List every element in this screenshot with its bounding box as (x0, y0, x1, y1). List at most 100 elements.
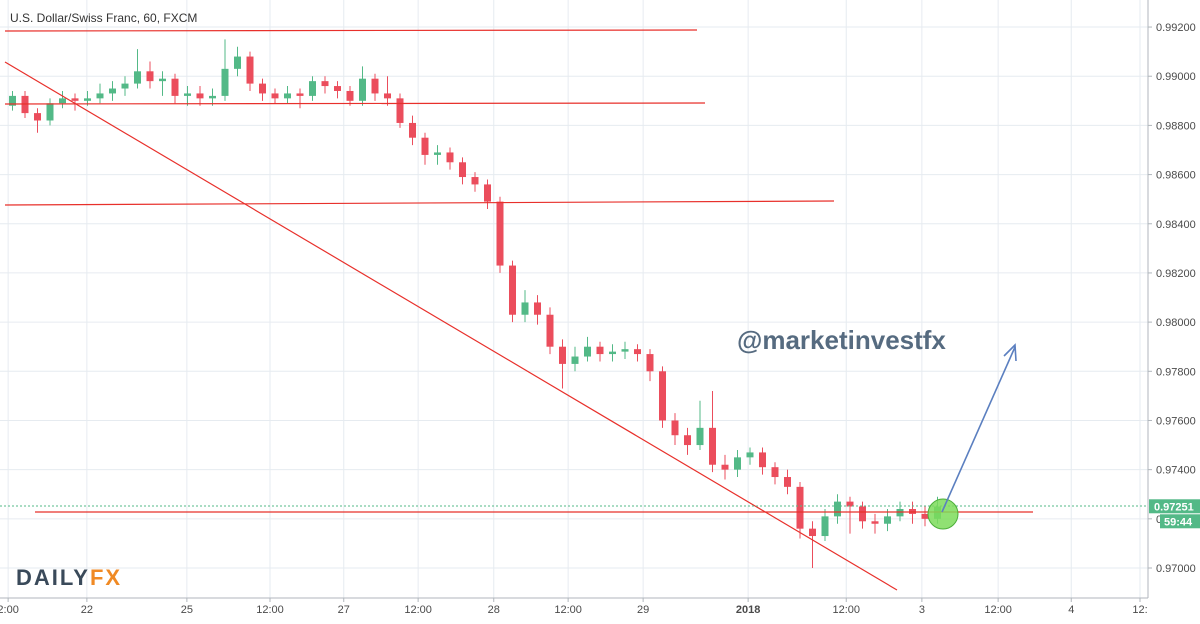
x-tick-label: 22 (81, 604, 93, 616)
countdown-label: 59:44 (1164, 516, 1193, 528)
candle-body (421, 137, 429, 155)
candle-body (59, 98, 66, 104)
last-price-box (1149, 499, 1200, 514)
drawings (4, 29, 1033, 591)
y-tick-label: 0.98800 (1156, 120, 1196, 132)
y-tick-label: 0.98200 (1156, 268, 1196, 280)
y-tick-label: 0.97600 (1156, 415, 1196, 427)
candle-body (371, 78, 379, 94)
candle-body (109, 88, 116, 94)
candle-body (746, 452, 754, 458)
candle-body (259, 83, 266, 94)
candle-body (796, 486, 804, 529)
candle-body (771, 467, 779, 478)
candle-body (484, 184, 491, 202)
y-tick-label: 0.97000 (1156, 563, 1196, 575)
x-tick-label: 28 (488, 604, 500, 616)
candle-body (596, 346, 604, 355)
chart-title: U.S. Dollar/Swiss Franc, 60, FXCM (10, 11, 197, 25)
candle-body (146, 71, 154, 82)
candle-body (859, 506, 866, 522)
candle-body (309, 81, 316, 96)
candle-body (846, 501, 854, 507)
x-tick-label: 12:00 (554, 604, 582, 616)
candle-body (559, 346, 566, 364)
candle-body (234, 56, 241, 69)
arrow (941, 343, 1017, 513)
candle-body (459, 162, 466, 178)
candle-body (696, 427, 704, 446)
x-tick-label: 3 (919, 604, 925, 616)
candle-body (621, 349, 629, 352)
candle-body (246, 56, 254, 84)
candle-body (346, 90, 354, 101)
candle-body (196, 93, 204, 99)
logo: DAILYFX (16, 565, 122, 590)
candle-body (359, 78, 366, 101)
y-tick-label: 0.99200 (1156, 22, 1196, 34)
candle-body (571, 356, 579, 364)
y-tick-label: 0.98400 (1156, 219, 1196, 231)
candle-body (171, 78, 179, 96)
candle-body (296, 93, 304, 96)
grid (0, 0, 1148, 598)
candle-body (659, 371, 666, 421)
candle-body (84, 98, 91, 101)
candle-body (896, 508, 904, 517)
candles (9, 39, 941, 569)
x-tick-label: 29 (637, 604, 649, 616)
last-price-label: 0.97251 (1154, 501, 1194, 513)
candle-body (396, 98, 404, 123)
y-tick-label: 0.98000 (1156, 317, 1196, 329)
candle-body (9, 95, 16, 106)
candle-body (871, 521, 879, 524)
candle-body (684, 435, 691, 446)
watermark: @marketinvestfx (737, 325, 946, 355)
candle-body (471, 177, 479, 185)
candle-body (209, 95, 216, 99)
candle-body (534, 302, 541, 315)
candle-body (584, 346, 591, 357)
resistance-line (4, 200, 835, 206)
logo-part: DAILY (16, 565, 90, 590)
candle-body (221, 68, 229, 96)
candle-body (271, 93, 279, 99)
candle-body (921, 513, 929, 519)
y-tick-label: 0.97800 (1156, 366, 1196, 378)
candle-body (809, 528, 816, 537)
candle-body (609, 351, 616, 355)
x-tick-label: 12:00 (256, 604, 284, 616)
candle-body (671, 420, 679, 436)
candle-body (646, 354, 654, 372)
x-tick-label: 2018 (736, 604, 760, 616)
x-tick-label: 12:00 (984, 604, 1012, 616)
y-tick-label: 0.99000 (1156, 71, 1196, 83)
axes: 0.970000.972000.974000.976000.978000.980… (0, 22, 1200, 616)
x-tick-label: 12: (1132, 604, 1147, 616)
candle-body (521, 302, 529, 315)
x-tick-label: 4 (1068, 604, 1074, 616)
candle-body (759, 452, 766, 468)
candle-body (46, 103, 54, 121)
candle-body (96, 93, 104, 99)
candle-body (121, 83, 129, 89)
resistance-line (4, 29, 698, 32)
x-tick-label: 27 (338, 604, 350, 616)
candle-body (134, 71, 141, 84)
candle-body (546, 314, 554, 347)
candle-body (784, 477, 791, 487)
candle-body (446, 152, 454, 163)
x-tick-label: 12:00 (404, 604, 432, 616)
candle-body (334, 86, 341, 91)
candle-body (734, 457, 741, 470)
candle-body (159, 78, 166, 82)
x-tick-label: 25 (181, 604, 193, 616)
candle-body (721, 464, 729, 470)
highlight-circle (927, 498, 959, 530)
candle-body (634, 349, 641, 355)
logo-part: FX (90, 565, 122, 590)
countdown-box (1160, 514, 1200, 529)
resistance-line (4, 102, 706, 105)
